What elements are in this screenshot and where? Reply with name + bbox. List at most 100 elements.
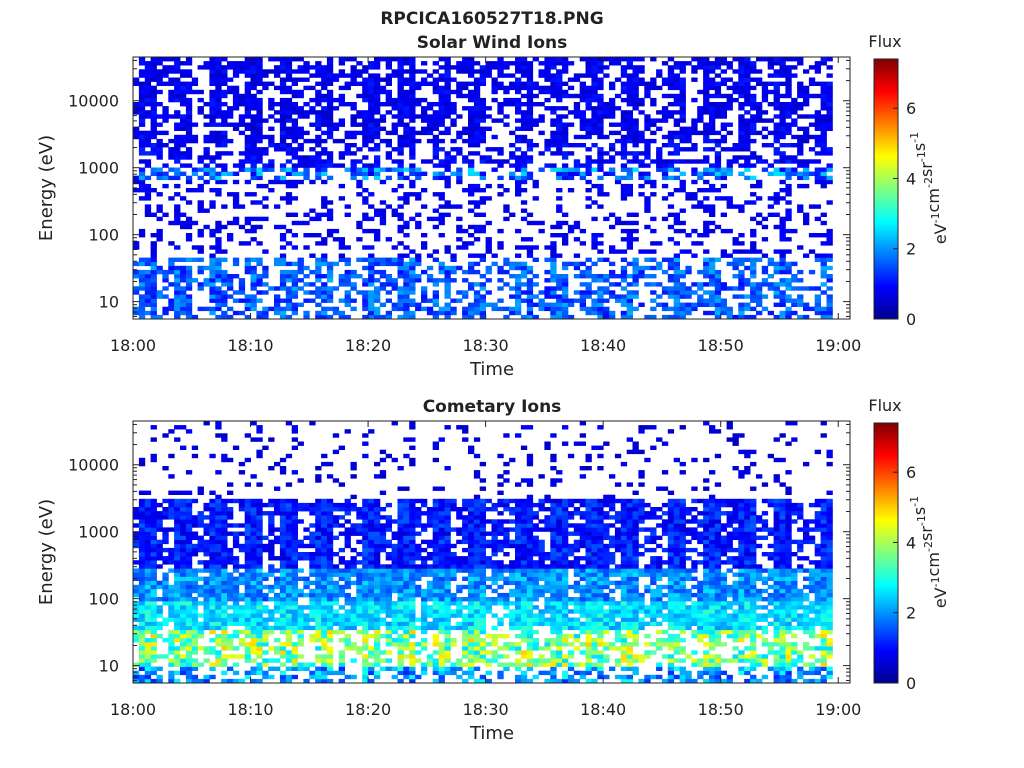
flux-cell [321,633,328,639]
flux-cell [808,77,816,82]
flux-cell [632,77,639,82]
flux-cell [444,278,451,283]
flux-cell [491,81,498,86]
flux-cell [185,654,193,659]
flux-cell [285,298,293,303]
flux-cell [503,257,510,262]
flux-cell [468,118,475,123]
flux-cell [497,118,504,123]
flux-cell [321,274,328,279]
flux-cell [279,196,287,201]
flux-cell [597,204,604,209]
flux-cell [791,642,798,647]
flux-cell [726,159,733,164]
flux-cell [315,638,322,643]
flux-cell [820,269,827,275]
flux-cell [385,155,392,160]
flux-cell [597,625,604,631]
flux-cell [232,122,240,127]
flux-cell [509,294,516,299]
flux-cell [374,228,381,234]
flux-cell [473,666,481,671]
flux-cell [138,617,146,622]
flux-cell [397,106,404,111]
flux-cell [779,629,786,635]
flux-cell [761,642,769,647]
flux-cell [644,163,651,168]
flux-cell [709,77,716,82]
flux-cell [197,110,204,115]
flux-cell [550,621,557,626]
flux-cell [185,138,193,144]
flux-cell [185,220,193,226]
flux-cell [374,662,381,667]
flux-cell [150,294,157,299]
flux-cell [673,118,680,123]
flux-cell [244,81,251,86]
flux-cell [667,625,675,631]
flux-cell [415,138,422,144]
flux-cell [232,204,240,209]
flux-cell [409,167,416,172]
flux-cell [679,621,686,626]
flux-cell [797,674,804,680]
flux-cell [479,65,486,70]
flux-cell [544,106,551,111]
flux-cell [520,114,528,119]
flux-cell [456,114,463,119]
flux-cell [573,73,581,78]
flux-cell [720,126,727,131]
flux-cell [773,138,780,144]
flux-cell [232,85,240,91]
flux-cell [562,670,569,676]
flux-cell [750,151,757,156]
flux-cell [720,302,727,307]
flux-cell [238,65,246,70]
flux-cell [256,147,263,152]
flux-cell [138,650,146,655]
flux-cell [579,110,586,115]
flux-cell [732,85,739,91]
flux-cell [174,81,181,86]
flux-cell [244,642,251,647]
flux-cell [473,93,481,99]
flux-cell [473,212,481,217]
flux-cell [779,257,786,262]
flux-cell [803,163,810,168]
flux-cell [368,650,375,655]
flux-cell [709,298,716,303]
flux-cell [432,224,439,230]
flux-cell [403,224,410,230]
flux-cell [573,678,581,684]
flux-cell [650,650,657,655]
flux-cell [562,633,569,639]
flux-cell [544,290,551,295]
flux-cell [738,670,745,676]
flux-cell [138,662,146,667]
flux-cell [703,629,710,635]
flux-cell [315,674,322,680]
flux-cell [785,650,792,655]
flux-cell [403,138,410,144]
flux-cell [374,650,381,655]
flux-cell [826,102,833,107]
flux-cell [315,61,322,66]
flux-cell [556,138,563,144]
flux-cell [285,57,293,62]
flux-cell [785,662,792,667]
flux-cell [344,257,351,262]
flux-cell [221,269,228,275]
flux-cell [550,93,557,99]
flux-cell [297,666,304,671]
flux-cell [803,216,810,222]
flux-cell [773,130,780,136]
flux-cell [374,290,381,295]
flux-cell [150,134,157,140]
flux-cell [526,85,534,91]
flux-cell [162,286,169,291]
flux-cell [438,216,445,222]
flux-cell [150,278,157,283]
flux-cell [432,114,439,119]
flux-cell [291,167,298,172]
flux-cell [673,294,680,299]
